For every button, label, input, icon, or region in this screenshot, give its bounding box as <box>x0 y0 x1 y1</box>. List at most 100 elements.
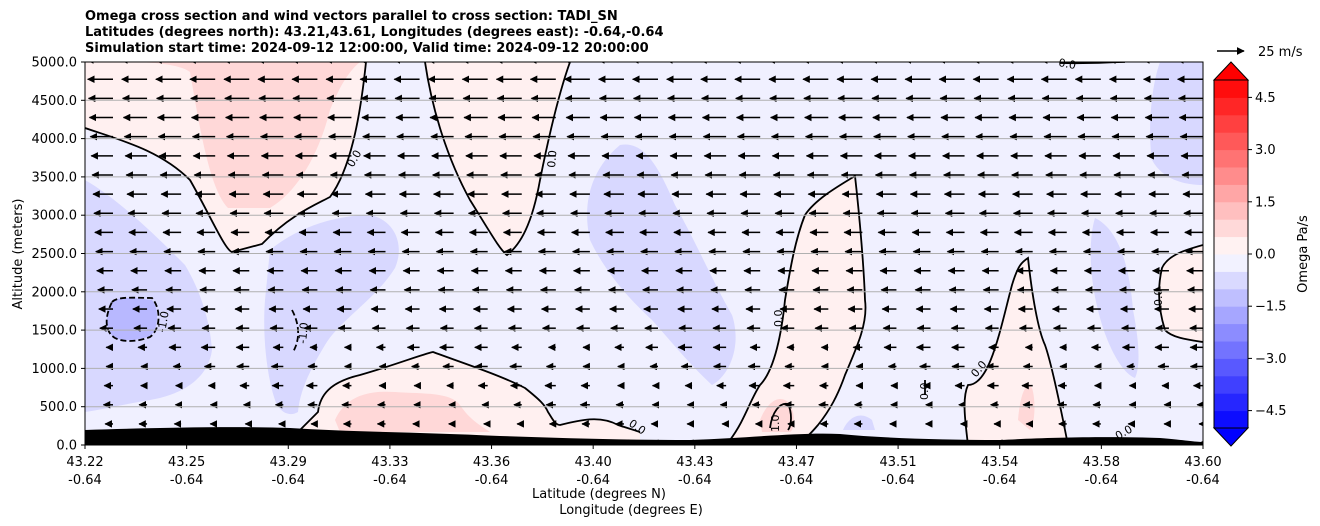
x-axis-label-longitude: Longitude (degrees E) <box>559 503 703 518</box>
x-tick-label-lon: -0.64 <box>68 473 102 488</box>
colorbar-label: Omega Pa/s <box>1296 215 1311 293</box>
colorbar-segment <box>1214 393 1248 412</box>
colorbar-segment <box>1214 341 1248 359</box>
title-line-2: Latitudes (degrees north): 43.21,43.61, … <box>85 25 664 40</box>
colorbar-segment <box>1214 358 1248 377</box>
x-tick-label-lat: 43.40 <box>575 455 612 470</box>
colorbar-extend-min <box>1212 427 1250 447</box>
colorbar-segment <box>1214 80 1248 98</box>
x-tick-label-lat: 43.36 <box>473 455 510 470</box>
title-line-1: Omega cross section and wind vectors par… <box>85 9 618 24</box>
omega-positive-region <box>730 176 866 440</box>
contour-zero <box>729 174 867 441</box>
colorbar-segment <box>1214 306 1248 325</box>
contour-zero <box>963 256 1069 445</box>
colorbar-tick-label: −1.5 <box>1255 300 1287 315</box>
colorbar-tick-label: 1.5 <box>1255 195 1276 210</box>
contour-label: 1.0 <box>769 415 782 433</box>
colorbar-segment <box>1214 184 1248 203</box>
contour-zero <box>424 62 571 257</box>
omega-negative-region <box>107 298 158 341</box>
colorbar-segment <box>1214 254 1248 272</box>
quiver-key-label: 25 m/s <box>1258 45 1303 60</box>
colorbar-tick-label: −4.5 <box>1255 404 1287 419</box>
colorbar-tick-label: 4.5 <box>1255 91 1276 106</box>
colorbar-extend-max <box>1212 61 1250 81</box>
contour-minus-one <box>291 309 300 353</box>
colorbar-tick-label: −3.0 <box>1255 352 1287 367</box>
x-tick-label-lat: 43.25 <box>168 455 205 470</box>
quiver-key: 25 m/s <box>1217 45 1303 60</box>
x-tick-label-lon: -0.64 <box>475 473 509 488</box>
contour-zero <box>85 62 367 253</box>
colorbar-segment <box>1214 288 1248 307</box>
x-tick-label-lon: -0.64 <box>1085 473 1119 488</box>
omega-negative-region <box>85 180 212 412</box>
colorbar-tick-label: 3.0 <box>1255 143 1276 158</box>
omega-negative-region <box>1090 218 1139 378</box>
contour-label: -1.0 <box>296 322 311 345</box>
colorbar-segment <box>1214 323 1248 342</box>
x-tick-label-lon: -0.64 <box>576 473 610 488</box>
x-axis-label-latitude: Latitude (degrees N) <box>532 487 666 502</box>
x-tick-label-lat: 43.60 <box>1184 455 1221 470</box>
y-tick-label: 500.0 <box>40 400 77 415</box>
x-tick-label-lat: 43.58 <box>1083 455 1120 470</box>
x-tick-label-lon: -0.64 <box>780 473 814 488</box>
y-tick-label: 2000.0 <box>32 285 78 300</box>
contour-label: 0.0 <box>772 310 785 328</box>
x-tick-label-lon: -0.64 <box>983 473 1017 488</box>
y-tick-label: 3000.0 <box>32 209 78 224</box>
contour-minus-one <box>105 296 160 342</box>
colorbar-segment <box>1214 149 1248 168</box>
contour-one <box>769 402 792 431</box>
x-tick-label-lon: -0.64 <box>170 473 204 488</box>
contour-label: 0.0 <box>545 150 559 169</box>
colorbar-segment <box>1214 201 1248 220</box>
colorbar-segment <box>1214 167 1248 185</box>
y-tick-label: 2500.0 <box>32 247 78 262</box>
omega-negative-region <box>264 215 399 415</box>
y-tick-label: 5000.0 <box>32 56 78 71</box>
x-tick-label-lat: 43.47 <box>778 455 815 470</box>
x-tick-label-lat: 43.54 <box>981 455 1018 470</box>
colorbar-segment <box>1214 97 1248 116</box>
colorbar: 4.5 3.0 1.5 0.0 −1.5 −3.0 −4.5 <box>1212 61 1287 447</box>
x-axis-ticks: 43.22 -0.64 43.25 -0.64 43.29 -0.64 43.33 -0.64… <box>66 445 1222 488</box>
colorbar-segment <box>1214 271 1248 290</box>
terrain <box>85 427 1203 445</box>
y-gridlines <box>85 99 1203 408</box>
wind-vectors <box>86 62 1203 445</box>
x-tick-label-lat: 43.43 <box>676 455 713 470</box>
omega-negative-region <box>587 144 736 385</box>
colorbar-segment <box>1214 236 1248 255</box>
contour-label: 0.0 <box>918 383 931 401</box>
x-tick-label-lat: 43.33 <box>371 455 408 470</box>
x-tick-label-lon: -0.64 <box>1186 473 1220 488</box>
omega-positive-region <box>964 258 1068 445</box>
x-tick-label-lon: -0.64 <box>881 473 915 488</box>
x-tick-label-lat: 43.51 <box>879 455 916 470</box>
colorbar-segment <box>1214 219 1248 238</box>
colorbar-segment <box>1214 114 1248 133</box>
x-tick-label-lat: 43.29 <box>270 455 307 470</box>
colorbar-segment <box>1214 410 1248 429</box>
x-tick-label-lon: -0.64 <box>678 473 712 488</box>
colorbar-tick-label: 0.0 <box>1255 248 1276 263</box>
y-tick-label: 4500.0 <box>32 94 78 109</box>
title-line-3: Simulation start time: 2024-09-12 12:00:… <box>85 41 649 56</box>
contour-label: 0.0 <box>1152 289 1165 307</box>
y-tick-label: 1500.0 <box>32 324 78 339</box>
y-tick-label: 4000.0 <box>32 132 78 147</box>
colorbar-segment <box>1214 132 1248 151</box>
plot-area <box>85 62 1203 445</box>
x-tick-label-lon: -0.64 <box>271 473 305 488</box>
y-tick-label: 3500.0 <box>32 170 78 185</box>
y-axis-label: Altitude (meters) <box>11 199 26 310</box>
contour-zero <box>299 351 641 433</box>
colorbar-segment <box>1214 375 1248 394</box>
y-tick-label: 0.0 <box>56 439 77 454</box>
y-tick-label: 1000.0 <box>32 362 78 377</box>
x-tick-label-lon: -0.64 <box>373 473 407 488</box>
